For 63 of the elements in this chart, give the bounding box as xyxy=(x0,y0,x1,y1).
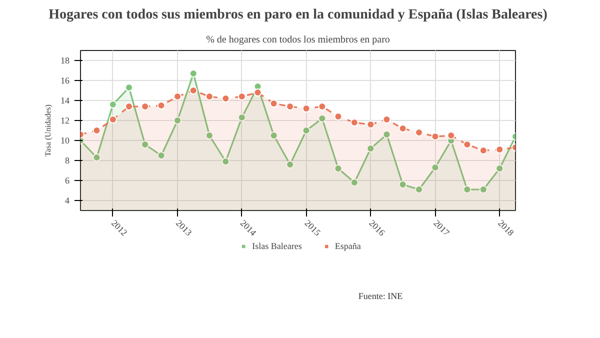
point xyxy=(108,116,117,124)
y-tick-label: 12 xyxy=(60,116,70,126)
point xyxy=(382,116,391,124)
point xyxy=(302,126,310,134)
legend-label: Islas Baleares xyxy=(252,241,302,251)
point xyxy=(350,118,358,126)
point xyxy=(157,102,166,110)
point xyxy=(415,128,424,136)
point xyxy=(92,126,101,134)
point xyxy=(205,92,214,100)
point xyxy=(463,186,472,194)
y-tick-label: 16 xyxy=(60,76,70,86)
y-tick-label: 6 xyxy=(65,176,70,186)
point xyxy=(238,114,246,122)
point xyxy=(189,86,198,94)
x-tick-label: 2017 xyxy=(432,218,452,238)
y-axis-title: Tasa (Unidades) xyxy=(44,104,52,157)
source-note: Fuente: INE xyxy=(358,291,404,301)
point xyxy=(286,160,294,168)
point xyxy=(334,164,342,172)
point xyxy=(270,100,278,108)
point xyxy=(318,114,326,122)
point xyxy=(447,132,456,140)
point xyxy=(334,112,342,120)
point xyxy=(366,120,375,128)
y-tick-label: 8 xyxy=(65,156,70,166)
point xyxy=(350,178,358,186)
point xyxy=(141,102,150,110)
point xyxy=(431,164,440,172)
point xyxy=(398,180,407,188)
point xyxy=(415,186,424,194)
point xyxy=(398,124,407,132)
point xyxy=(222,94,230,102)
point xyxy=(238,92,246,100)
point xyxy=(174,92,182,100)
point xyxy=(366,144,375,152)
point xyxy=(141,140,150,148)
point xyxy=(125,102,134,110)
chart-title: Hogares con todos sus miembros en paro en la comunidad y España (Islas Baleares) xyxy=(48,8,548,22)
point xyxy=(189,70,198,78)
point xyxy=(157,152,166,160)
y-tick-label: 10 xyxy=(60,136,70,146)
chart-subtitle: % de hogares con todos los miembros en paro xyxy=(206,34,390,46)
point xyxy=(496,164,504,172)
point xyxy=(205,132,214,140)
point xyxy=(479,186,488,194)
y-tick-label: 14 xyxy=(60,96,70,106)
point xyxy=(174,116,182,124)
point xyxy=(318,102,326,110)
point xyxy=(479,146,488,154)
point xyxy=(382,130,391,138)
point xyxy=(270,132,278,140)
point xyxy=(463,140,472,148)
point xyxy=(496,146,504,154)
legend-label: España xyxy=(334,241,361,251)
y-tick-label: 4 xyxy=(65,196,70,206)
point xyxy=(254,88,262,96)
y-tick-label: 18 xyxy=(60,56,70,66)
point xyxy=(222,158,230,166)
point xyxy=(92,154,101,162)
point xyxy=(431,132,440,140)
point xyxy=(302,104,310,112)
point xyxy=(286,102,294,110)
